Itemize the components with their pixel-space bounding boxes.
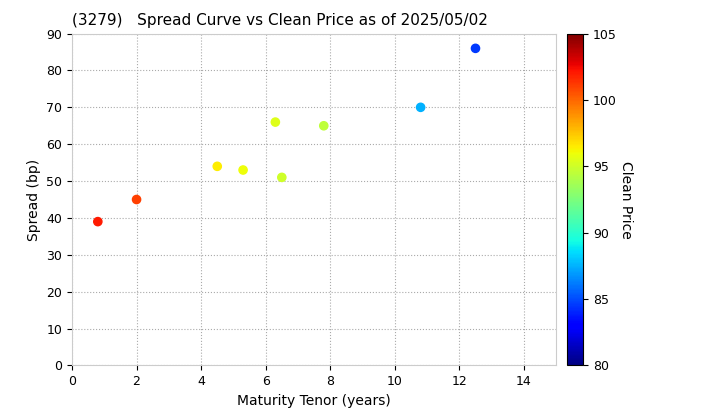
Point <box>276 174 287 181</box>
Point <box>469 45 481 52</box>
Point <box>318 122 330 129</box>
Point <box>92 218 104 225</box>
Point <box>131 196 143 203</box>
Point <box>269 119 281 126</box>
Y-axis label: Clean Price: Clean Price <box>619 160 634 239</box>
Point <box>212 163 223 170</box>
Point <box>238 167 249 173</box>
X-axis label: Maturity Tenor (years): Maturity Tenor (years) <box>237 394 391 408</box>
Point <box>415 104 426 111</box>
Y-axis label: Spread (bp): Spread (bp) <box>27 158 41 241</box>
Text: (3279)   Spread Curve vs Clean Price as of 2025/05/02: (3279) Spread Curve vs Clean Price as of… <box>72 13 488 28</box>
